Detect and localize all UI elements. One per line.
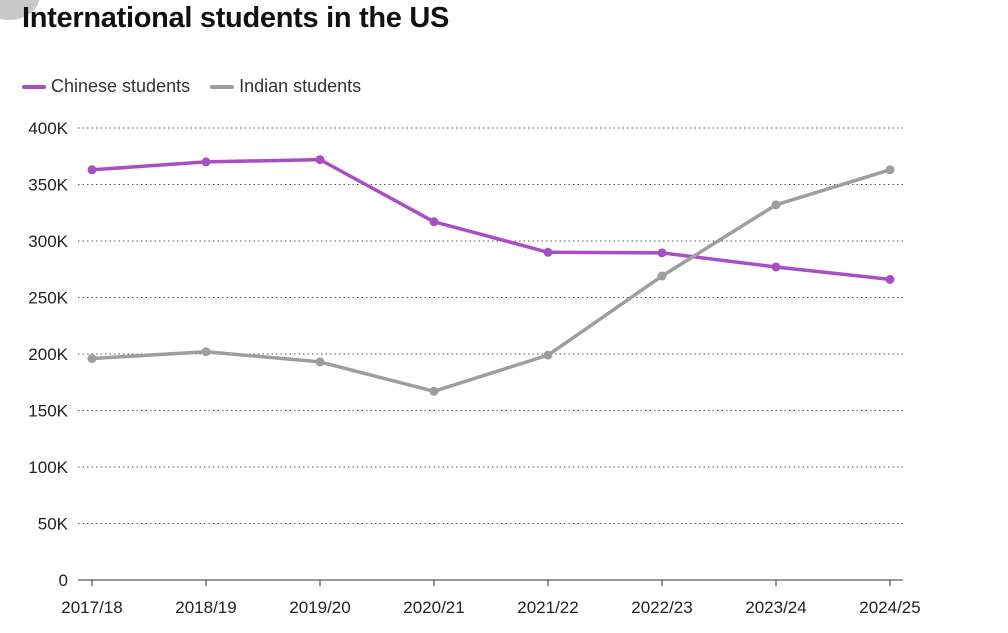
x-tick-label: 2017/18 [61,598,122,617]
data-point-chinese [429,217,439,227]
data-point-chinese [315,155,325,165]
legend-swatch-indian [210,84,235,89]
x-tick-label: 2019/20 [289,598,350,617]
x-tick-label: 2018/19 [175,598,236,617]
data-point-indian [885,165,895,175]
y-tick-label: 0 [59,571,68,590]
legend-item-indian: Indian students [210,76,361,97]
y-tick-label: 200K [28,345,68,364]
y-tick-label: 400K [28,119,68,138]
y-tick-label: 250K [28,289,68,308]
y-tick-label: 150K [28,402,68,421]
legend-item-chinese: Chinese students [22,76,190,97]
x-tick-label: 2022/23 [631,598,692,617]
x-tick-label: 2024/25 [859,598,920,617]
data-point-chinese [771,262,781,272]
legend-label-indian: Indian students [239,76,362,96]
series-line-chinese [91,157,891,282]
data-point-chinese [201,157,211,167]
data-point-indian [429,386,439,396]
y-tick-label: 350K [28,176,68,195]
data-point-indian [315,357,325,367]
legend-label-chinese: Chinese students [51,76,191,96]
data-point-indian [771,200,781,210]
data-point-chinese [87,165,97,175]
y-tick-label: 100K [28,458,68,477]
y-tick-label: 300K [28,232,68,251]
data-point-indian [657,271,667,281]
x-tick-label: 2023/24 [745,598,806,617]
data-point-indian [87,354,97,364]
legend-swatch-chinese [22,84,46,89]
data-point-indian [543,350,553,360]
chart-title: International students in the US [22,2,450,34]
legend: Chinese students Indian students [22,76,381,97]
data-point-indian [201,347,211,357]
data-point-chinese [885,274,895,284]
y-tick-label: 50K [38,515,69,534]
data-point-chinese [543,247,553,257]
x-tick-label: 2020/21 [403,598,464,617]
data-point-chinese [657,248,667,258]
series-line-indian [91,168,891,394]
x-tick-label: 2021/22 [517,598,578,617]
